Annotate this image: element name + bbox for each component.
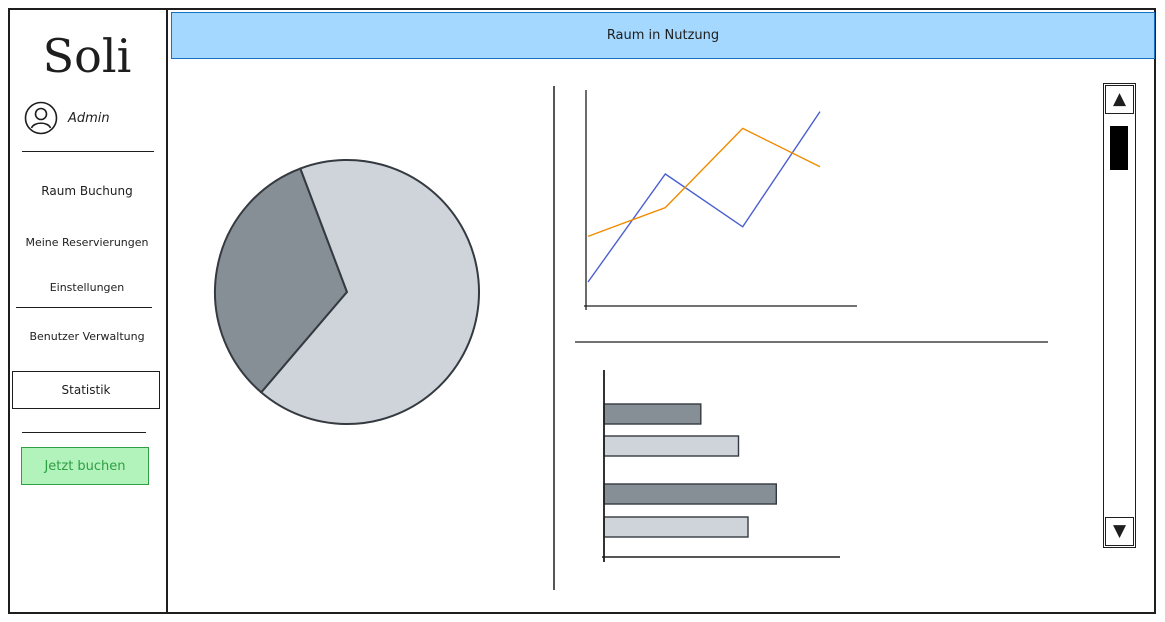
nav-raum-buchung[interactable]: Raum Buchung: [41, 184, 133, 198]
line-series: [587, 127, 821, 238]
nav-meine-reservierungen[interactable]: Meine Reservierungen: [25, 236, 149, 249]
nav-einstellungen[interactable]: Einstellungen: [49, 281, 125, 294]
sidebar-divider: [16, 307, 152, 308]
app-frame: [8, 8, 1156, 614]
nav-statistik[interactable]: Statistik: [12, 371, 160, 409]
vertical-scrollbar[interactable]: ▲ ▼: [1103, 83, 1136, 548]
user-name: Admin: [68, 110, 110, 126]
app-logo: Soli: [42, 29, 132, 83]
sidebar-divider: [22, 432, 146, 433]
book-now-button[interactable]: Jetzt buchen: [21, 447, 149, 485]
line-series: [587, 111, 821, 283]
scroll-up-button[interactable]: ▲: [1105, 85, 1134, 114]
triangle-down-icon: ▼: [1112, 521, 1127, 541]
user-circle-icon: [24, 101, 58, 135]
triangle-up-icon: ▲: [1112, 89, 1127, 109]
bar: [603, 435, 740, 457]
user-profile[interactable]: Admin: [24, 100, 110, 136]
bar: [603, 483, 778, 505]
bar: [603, 403, 702, 425]
line-chart: [584, 90, 857, 310]
nav-benutzer-verwaltung[interactable]: Benutzer Verwaltung: [29, 330, 145, 343]
page-header: Raum in Nutzung: [171, 12, 1155, 59]
bar-chart: [602, 370, 840, 562]
pie-slice: [214, 167, 349, 394]
sidebar: Soli Admin Raum Buchung Meine Reservieru…: [8, 8, 168, 614]
scroll-down-button[interactable]: ▼: [1105, 517, 1134, 546]
pie-chart: [214, 159, 480, 425]
scrollbar-thumb[interactable]: [1110, 126, 1128, 170]
bar: [603, 516, 749, 538]
pie-slice: [259, 159, 480, 425]
sidebar-divider: [22, 151, 154, 152]
